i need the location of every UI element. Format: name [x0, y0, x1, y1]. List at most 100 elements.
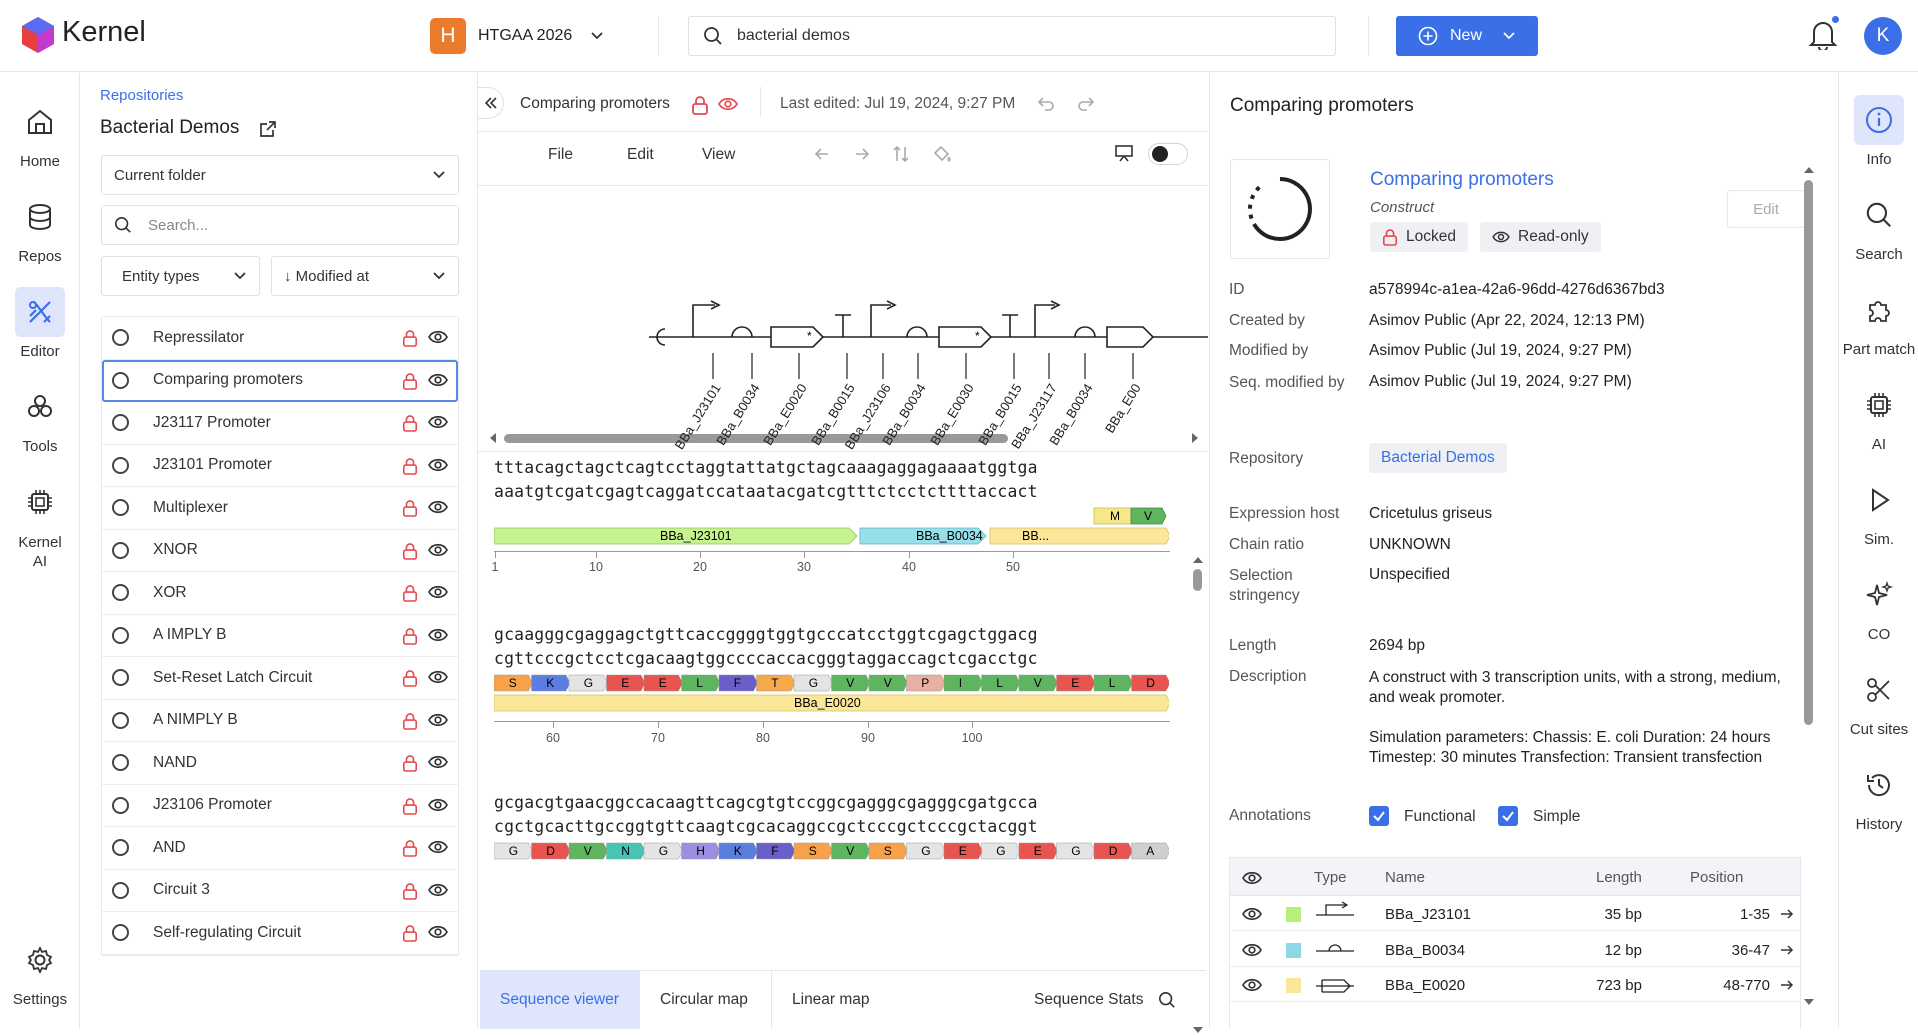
eye-icon[interactable]: [428, 754, 448, 770]
nav-editor[interactable]: Editor: [0, 287, 80, 360]
rnav-part-match[interactable]: Part match: [1839, 285, 1918, 358]
eye-icon[interactable]: [428, 584, 448, 600]
entity-list-item[interactable]: J23106 Promoter: [102, 785, 458, 827]
eye-icon[interactable]: [428, 882, 448, 898]
amino-acid-block[interactable]: [568, 842, 608, 860]
amino-acid-block[interactable]: [531, 674, 571, 692]
entity-type-filter[interactable]: Entity types: [101, 256, 260, 296]
entity-list-item[interactable]: J23117 Promoter: [102, 402, 458, 445]
eye-icon[interactable]: [1242, 906, 1262, 922]
construct-name-link[interactable]: Comparing promoters: [1370, 169, 1554, 190]
tab-linear-map[interactable]: Linear map: [792, 991, 870, 1008]
bell-icon[interactable]: [1808, 18, 1838, 50]
scroll-right-icon[interactable]: [1190, 432, 1200, 444]
amino-acid-block[interactable]: [981, 674, 1021, 692]
user-avatar[interactable]: K: [1864, 17, 1902, 55]
entity-list-item[interactable]: A NIMPLY B: [102, 700, 458, 742]
amino-acid-block[interactable]: [494, 674, 533, 692]
amino-acid-block[interactable]: [531, 842, 571, 860]
linear-map-diagram[interactable]: * *: [643, 223, 1208, 463]
sequence-annotations-1[interactable]: M V BBa_J23101 BBa_B0034 BB...: [494, 507, 1169, 549]
search-icon[interactable]: [1158, 991, 1176, 1009]
entity-list-item[interactable]: Self-regulating Circuit: [102, 912, 458, 955]
amino-acid-block[interactable]: [606, 842, 646, 860]
entity-list-item[interactable]: Set-Reset Latch Circuit: [102, 657, 458, 700]
horizontal-scrollbar[interactable]: [504, 434, 1008, 443]
arrow-right-icon[interactable]: [1780, 979, 1794, 991]
swap-vertical-icon[interactable]: [892, 145, 910, 163]
amino-acid-block[interactable]: [831, 842, 871, 860]
col-name[interactable]: Name: [1385, 869, 1426, 886]
details-scrollbar[interactable]: [1804, 180, 1813, 725]
eye-icon[interactable]: [1242, 870, 1262, 886]
amino-acid-block[interactable]: [1056, 674, 1096, 692]
amino-acid-block[interactable]: [1056, 842, 1096, 860]
amino-acid-block[interactable]: [831, 674, 871, 692]
amino-acid-block[interactable]: [718, 674, 758, 692]
eye-icon[interactable]: [428, 924, 448, 940]
tab-sequence-viewer[interactable]: Sequence viewer: [480, 971, 640, 1029]
sequence-bottom-strand[interactable]: cgctgcacttgccggtgttcaagtcgcacaggccgctccc…: [494, 817, 1038, 836]
eye-icon[interactable]: [428, 499, 448, 515]
folder-select[interactable]: Current folder: [101, 155, 459, 195]
amino-acid-block[interactable]: [981, 842, 1021, 860]
arrow-left-icon[interactable]: [814, 146, 830, 162]
amino-acid-block[interactable]: [868, 842, 908, 860]
undo-icon[interactable]: [1037, 96, 1055, 112]
presentation-icon[interactable]: [1114, 143, 1134, 163]
vertical-scrollbar[interactable]: [1193, 569, 1202, 591]
eye-icon[interactable]: [428, 712, 448, 728]
eye-icon[interactable]: [428, 669, 448, 685]
arrow-right-icon[interactable]: [1780, 908, 1794, 920]
amino-acid-block[interactable]: [1018, 842, 1058, 860]
amino-acid-block[interactable]: [494, 842, 533, 860]
eye-icon[interactable]: [428, 542, 448, 558]
amino-acid-block[interactable]: [1131, 674, 1170, 692]
annotation-row[interactable]: BBa_E0020 723 bp 48-770: [1230, 967, 1800, 1002]
simple-checkbox[interactable]: [1498, 806, 1518, 826]
amino-acid-block[interactable]: [793, 674, 833, 692]
amino-acid-block[interactable]: [906, 842, 946, 860]
nav-settings[interactable]: Settings: [0, 935, 80, 1008]
amino-acid-block[interactable]: [756, 842, 796, 860]
sequence-top-strand[interactable]: gcaagggcgaggagctgttcaccggggtggtgcccatcct…: [494, 625, 1038, 644]
nav-kernel-ai[interactable]: Kernel AI: [0, 477, 80, 571]
col-position[interactable]: Position: [1690, 869, 1744, 886]
amino-acid-block[interactable]: [793, 842, 833, 860]
annotation-row[interactable]: BBa_B0034 12 bp 36-47: [1230, 932, 1800, 967]
tab-circular-map[interactable]: Circular map: [640, 971, 772, 1029]
view-toggle[interactable]: [1148, 143, 1188, 165]
arrow-right-icon[interactable]: [854, 146, 870, 162]
eye-icon[interactable]: [428, 329, 448, 345]
rnav-co[interactable]: CO: [1839, 570, 1918, 643]
eye-icon[interactable]: [428, 839, 448, 855]
eye-icon[interactable]: [428, 457, 448, 473]
kernel-logo-icon[interactable]: [20, 16, 56, 54]
amino-acid-block[interactable]: [1131, 842, 1170, 860]
entity-list-item[interactable]: XNOR: [102, 530, 458, 572]
scroll-up-icon[interactable]: [1192, 555, 1204, 565]
amino-acid-block[interactable]: [681, 674, 721, 692]
amino-acid-block[interactable]: [568, 674, 608, 692]
rnav-sim[interactable]: Sim.: [1839, 475, 1918, 548]
eye-icon[interactable]: [1242, 942, 1262, 958]
entity-list-item[interactable]: A IMPLY B: [102, 615, 458, 657]
sequence-bottom-strand[interactable]: aaatgtcgatcgagtcaggatccataatacgatcgtttct…: [494, 482, 1038, 501]
amino-acid-block[interactable]: [1093, 674, 1133, 692]
entity-list-item[interactable]: Repressilator: [102, 317, 458, 360]
sequence-bottom-strand[interactable]: cgttcccgctcctcgacaagtggccccaccacgggtagga…: [494, 649, 1038, 668]
scroll-down-icon[interactable]: [1803, 997, 1815, 1007]
amino-acid-block[interactable]: [718, 842, 758, 860]
amino-acid-block[interactable]: [943, 842, 983, 860]
color-swatch[interactable]: [1286, 907, 1301, 922]
amino-acid-block[interactable]: [756, 674, 796, 692]
nav-home[interactable]: Home: [0, 97, 80, 170]
new-button[interactable]: New: [1396, 16, 1538, 56]
rnav-search[interactable]: Search: [1839, 190, 1918, 263]
eye-icon[interactable]: [428, 627, 448, 643]
functional-checkbox[interactable]: [1369, 806, 1389, 826]
entity-list-item[interactable]: J23101 Promoter: [102, 445, 458, 487]
rnav-info[interactable]: Info: [1839, 95, 1918, 168]
breadcrumb[interactable]: Repositories: [100, 87, 184, 104]
